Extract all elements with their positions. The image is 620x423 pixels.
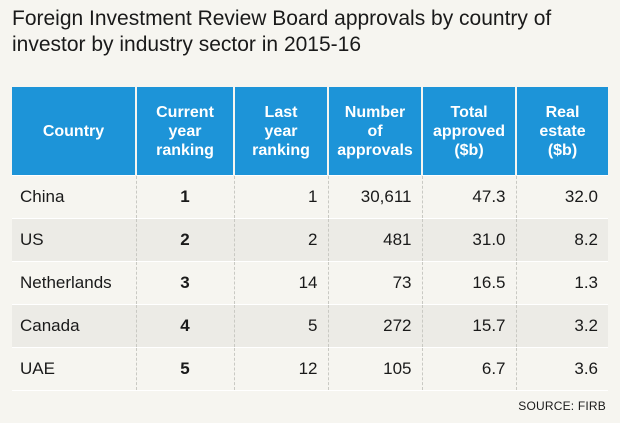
table-row: UAE 5 12 105 6.7 3.6 bbox=[12, 347, 608, 391]
cell-approvals: 30,611 bbox=[327, 175, 422, 219]
data-table: Country Current year ranking Last year r… bbox=[12, 87, 608, 391]
cell-total-approved: 47.3 bbox=[421, 175, 516, 219]
header-last-ranking-line: Last bbox=[264, 103, 298, 121]
cell-country: UAE bbox=[12, 347, 136, 391]
cell-total-approved: 16.5 bbox=[421, 261, 516, 305]
cell-last-ranking: 1 bbox=[233, 175, 328, 219]
cell-real-estate: 3.6 bbox=[515, 347, 608, 391]
page-title: Foreign Investment Review Board approval… bbox=[12, 7, 552, 56]
header-total-approved-line: Total bbox=[450, 103, 488, 121]
cell-real-estate: 8.2 bbox=[515, 218, 608, 262]
header-last-ranking-line: year bbox=[264, 122, 298, 140]
cell-last-ranking: 5 bbox=[233, 304, 328, 348]
header-approvals-line: approvals bbox=[337, 141, 413, 159]
cell-country: Netherlands bbox=[12, 261, 136, 305]
cell-approvals: 73 bbox=[327, 261, 422, 305]
cell-last-ranking: 2 bbox=[233, 218, 328, 262]
header-real-estate-line: estate bbox=[539, 122, 586, 140]
table-row: Canada 4 5 272 15.7 3.2 bbox=[12, 304, 608, 348]
cell-total-approved: 31.0 bbox=[421, 218, 516, 262]
header-current-ranking-line: year bbox=[168, 122, 202, 140]
cell-total-approved: 15.7 bbox=[421, 304, 516, 348]
source-note: SOURCE: FIRB bbox=[518, 399, 606, 413]
cell-country: US bbox=[12, 218, 136, 262]
header-real-estate-line: Real bbox=[545, 103, 580, 121]
cell-current-ranking: 3 bbox=[135, 261, 234, 305]
header-real-estate: Real estate ($b) bbox=[515, 87, 608, 176]
cell-approvals: 272 bbox=[327, 304, 422, 348]
cell-approvals: 481 bbox=[327, 218, 422, 262]
table-row: US 2 2 481 31.0 8.2 bbox=[12, 218, 608, 262]
cell-last-ranking: 12 bbox=[233, 347, 328, 391]
header-country-line: Country bbox=[42, 122, 105, 140]
header-row: Country Current year ranking Last year r… bbox=[12, 87, 608, 176]
cell-country: China bbox=[12, 175, 136, 219]
header-approvals-line: Number bbox=[344, 103, 406, 121]
header-last-ranking: Last year ranking bbox=[233, 87, 328, 176]
cell-current-ranking: 2 bbox=[135, 218, 234, 262]
cell-country: Canada bbox=[12, 304, 136, 348]
cell-real-estate: 1.3 bbox=[515, 261, 608, 305]
header-country: Country bbox=[12, 87, 136, 176]
cell-current-ranking: 5 bbox=[135, 347, 234, 391]
cell-last-ranking: 14 bbox=[233, 261, 328, 305]
header-total-approved: Total approved ($b) bbox=[421, 87, 516, 176]
header-current-ranking-line: ranking bbox=[156, 141, 214, 159]
header-real-estate-line: ($b) bbox=[547, 141, 578, 159]
header-approvals: Number of approvals bbox=[327, 87, 422, 176]
cell-current-ranking: 1 bbox=[135, 175, 234, 219]
header-total-approved-line: ($b) bbox=[454, 141, 484, 159]
header-total-approved-line: approved bbox=[432, 122, 505, 140]
cell-real-estate: 32.0 bbox=[515, 175, 608, 219]
cell-real-estate: 3.2 bbox=[515, 304, 608, 348]
table-row: Netherlands 3 14 73 16.5 1.3 bbox=[12, 261, 608, 305]
header-approvals-line: of bbox=[367, 122, 383, 140]
header-current-ranking: Current year ranking bbox=[135, 87, 234, 176]
header-last-ranking-line: ranking bbox=[252, 141, 310, 159]
cell-current-ranking: 4 bbox=[135, 304, 234, 348]
cell-total-approved: 6.7 bbox=[421, 347, 516, 391]
header-current-ranking-line: Current bbox=[156, 103, 214, 121]
cell-approvals: 105 bbox=[327, 347, 422, 391]
table-row: China 1 1 30,611 47.3 32.0 bbox=[12, 175, 608, 219]
